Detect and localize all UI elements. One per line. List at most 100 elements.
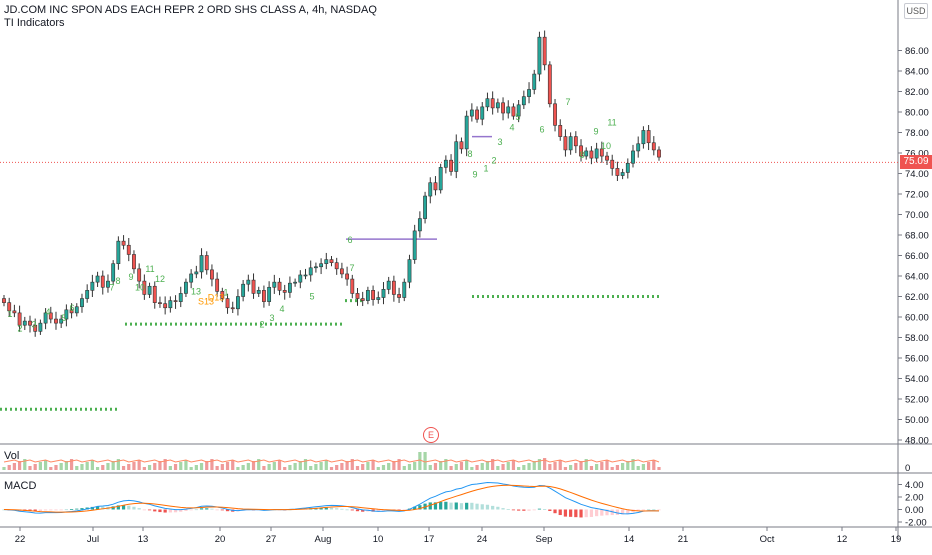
candle-body [599,148,604,157]
candle-body [74,306,79,314]
volume-bar [569,465,573,470]
volume-bar [381,465,386,470]
td-count-label: 9 [593,127,598,137]
macd-histogram-bar [137,508,141,510]
td-count-label: 6 [539,125,544,135]
currency-button[interactable]: USD [904,3,928,19]
candle-body [397,294,401,298]
macd-histogram-bar [127,505,131,510]
volume-bar [147,465,152,470]
td-count-label: 8 [467,149,472,159]
candle-body [563,136,568,151]
volume-bar [470,467,474,470]
candle-body [106,280,110,288]
price-tick-label: 52.00 [905,395,929,406]
candle-body [69,309,74,314]
macd-histogram-bar [43,509,48,511]
macd-histogram-bar [142,509,146,511]
volume-bar [220,464,224,470]
candle-body [272,281,277,288]
volume-bar [194,465,198,470]
td-count-label: 13 [191,286,201,296]
volume-bar [236,467,240,470]
candle-body [631,150,635,164]
candle-body [480,106,485,120]
candle-body [282,290,287,293]
candle-body [584,150,589,157]
macd-histogram-bar [418,505,422,510]
macd-histogram-bar [350,509,354,511]
candle-body [391,280,396,295]
candle-body [210,269,214,280]
macd-histogram-bar [626,509,630,514]
volume-bar [454,464,458,470]
macd-histogram-bar [470,502,474,510]
macd-histogram-bar [517,509,521,511]
volume-bar [49,467,53,470]
time-tick-label: Jul [87,534,99,545]
candle-body [547,64,552,105]
volume-bar [475,465,479,470]
macd-histogram-bar [428,502,432,510]
volume-bar [251,461,256,470]
td-count-label: 5 [515,112,520,122]
volume-bar [95,467,100,470]
volume-bar [413,462,417,470]
macd-tick-label: 2.00 [905,493,924,504]
candle-body [80,298,84,308]
volume-bar [75,466,79,470]
candle-body [2,298,6,303]
candle-body [365,290,370,301]
volume-bar [231,460,235,470]
td-count-label: 1 [223,287,228,297]
volume-bar [59,463,63,470]
macd-histogram-bar [163,509,167,513]
volume-bar [205,461,209,470]
macd-histogram-bar [501,508,505,510]
candle-body [17,312,22,326]
candle-body [184,281,188,294]
candle-body [85,290,90,299]
macd-histogram-bar [537,508,542,510]
volume-bar [189,467,193,470]
candle-body [256,290,261,294]
price-tick-label: 82.00 [905,87,929,98]
macd-histogram-bar [376,509,380,512]
volume-bar [225,462,230,470]
candle-body [490,98,495,109]
candle-body [298,274,303,283]
candle-body [511,106,516,117]
td-count-label: S13 [198,297,214,307]
volume-bar [465,460,469,470]
time-tick-label: 12 [837,534,848,545]
td-count-label: 1 [7,309,12,319]
volume-bar [184,460,188,470]
macd-histogram-bar [641,509,646,511]
earnings-badge[interactable]: E [423,427,439,443]
td-count-label: 7 [565,97,570,107]
time-tick-label: 22 [15,534,26,545]
macd-histogram-bar [480,504,484,510]
candle-body [620,172,625,176]
volume-bar [589,466,594,470]
macd-histogram-bar [189,509,193,511]
macd-histogram-bar [402,509,406,511]
macd-histogram-bar [33,509,37,512]
macd-histogram-bar [340,508,344,510]
macd-histogram-bar [59,509,63,511]
time-tick-label: 17 [424,534,435,545]
macd-histogram-bar [95,506,100,510]
candle-body [194,271,199,275]
volume-bar [392,461,396,470]
time-tick-label: Sep [536,534,553,545]
candle-body [48,312,53,320]
volume-bar [17,461,22,470]
candle-body [100,275,105,288]
candle-body [324,259,329,265]
volume-bar [38,462,43,470]
volume-bar [33,464,37,470]
macd-histogram-bar [80,508,84,510]
td-count-label: 6 [347,235,352,245]
